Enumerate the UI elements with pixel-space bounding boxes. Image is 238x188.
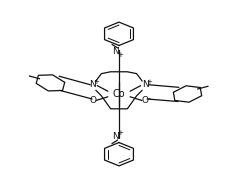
Text: N: N	[112, 132, 119, 141]
Text: N: N	[112, 47, 119, 56]
Text: N: N	[89, 80, 95, 89]
Text: +: +	[117, 130, 123, 136]
Text: Co: Co	[113, 89, 125, 99]
Text: -: -	[147, 94, 150, 103]
Text: +: +	[146, 79, 152, 85]
Text: O: O	[89, 96, 97, 105]
Text: +: +	[93, 79, 99, 85]
Text: N: N	[143, 80, 149, 89]
Text: O: O	[141, 96, 149, 105]
Text: +: +	[117, 52, 123, 58]
